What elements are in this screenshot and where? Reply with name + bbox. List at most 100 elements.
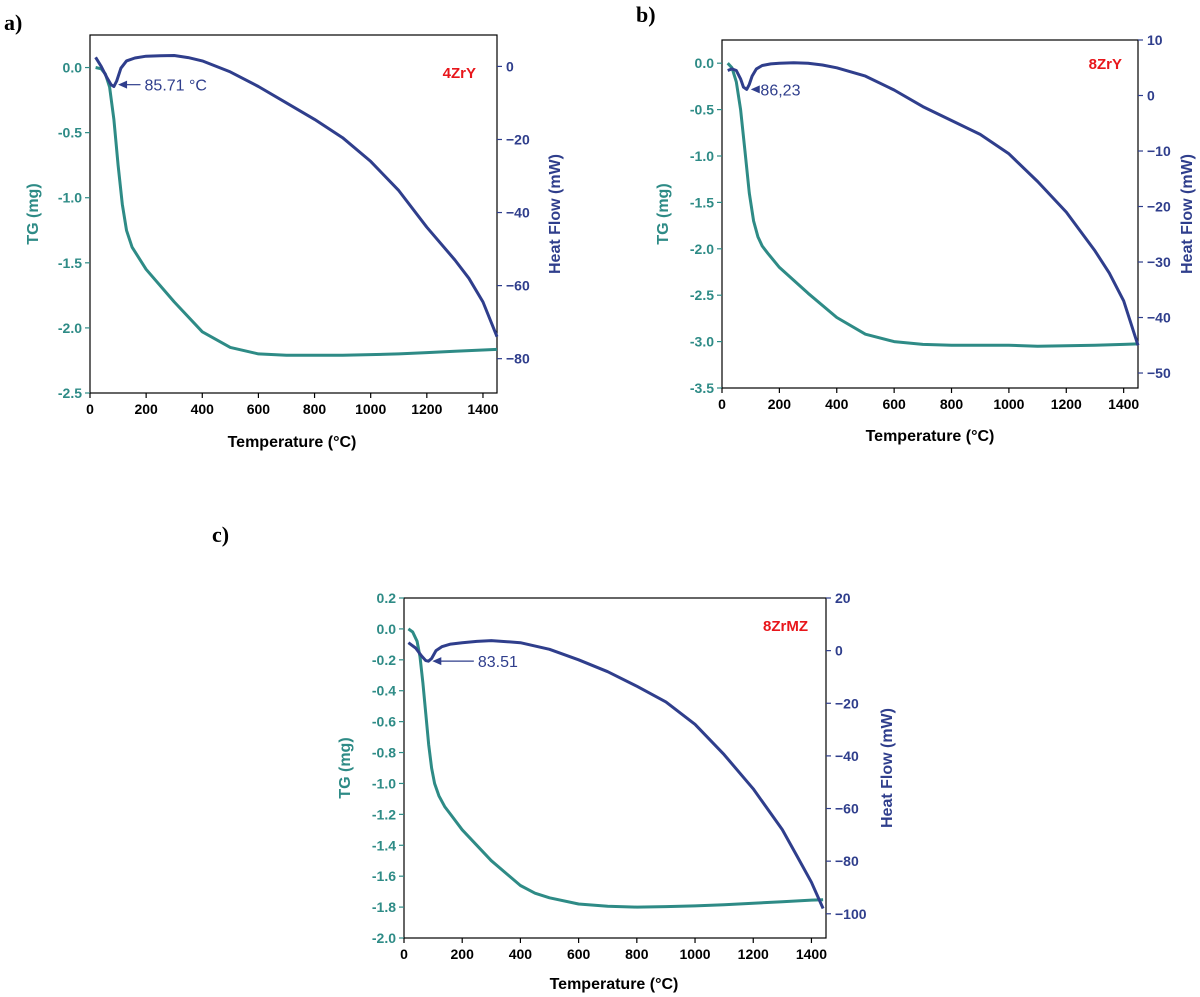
y-left-tick-label-b: 0.0	[695, 55, 715, 71]
x-axis-title-a: Temperature (°C)	[228, 434, 357, 451]
panel-label-b: b)	[636, 2, 656, 27]
sample-label-a: 4ZrY	[443, 65, 476, 82]
annotation-arrowhead-c	[432, 657, 442, 666]
y-right-tick-label-c: −40	[835, 748, 859, 764]
y-left-tick-label-b: -2.5	[690, 287, 714, 303]
y-left-tick-label-c: -1.2	[372, 806, 396, 822]
y-left-tick-label-c: -2.0	[372, 930, 396, 946]
y-left-tick-label-a: -2.0	[58, 320, 82, 336]
heat-flow-curve-c	[407, 639, 825, 910]
y-right-tick-label-b: 0	[1147, 88, 1155, 104]
y-axis-right-title-b: Heat Flow (mW)	[1179, 154, 1196, 274]
x-tick-label-c: 1000	[679, 946, 710, 962]
y-right-tick-label-b: −10	[1147, 143, 1171, 159]
y-right-tick-label-a: −60	[506, 278, 530, 294]
heat-flow-curve-a	[94, 54, 499, 338]
x-tick-label-b: 400	[825, 396, 849, 412]
x-tick-label-c: 200	[451, 946, 475, 962]
y-left-tick-label-c: -0.2	[372, 652, 396, 668]
y-left-tick-label-c: -1.6	[372, 868, 396, 884]
y-left-tick-label-c: -1.4	[372, 837, 396, 853]
y-left-tick-label-c: -0.4	[372, 683, 396, 699]
y-right-tick-label-a: −80	[506, 351, 530, 367]
panel-label-a: a)	[4, 10, 22, 35]
plot-frame-c	[403, 597, 827, 939]
x-tick-label-b: 0	[718, 396, 726, 412]
x-tick-label-a: 200	[134, 401, 158, 417]
y-left-tick-label-b: -0.5	[690, 102, 714, 118]
tg-curve-c	[407, 627, 824, 909]
y-left-tick-label-c: -0.6	[372, 714, 396, 730]
y-left-tick-label-c: -1.0	[372, 775, 396, 791]
annotation-arrowhead-b	[750, 85, 760, 94]
tg-curve-a	[95, 66, 498, 357]
y-left-tick-label-b: -3.0	[690, 334, 714, 350]
x-tick-label-a: 600	[247, 401, 271, 417]
y-axis-left-title-b: TG (mg)	[655, 183, 672, 244]
y-left-tick-label-b: -1.5	[690, 194, 714, 210]
y-left-tick-label-c: 0.2	[377, 590, 397, 606]
peak-annotation-c: 83.51	[478, 654, 518, 671]
x-tick-label-c: 1200	[738, 946, 769, 962]
chart-panel-b: b) 0.0 -0.5 -1.0 -1.5 -2.0 -2.5 -3.0 -3.5 10 0 −1…	[636, 2, 1196, 445]
x-axis-title-c: Temperature (°C)	[550, 976, 679, 993]
y-left-tick-label-b: -1.0	[690, 148, 714, 164]
y-right-tick-label-b: −20	[1147, 199, 1171, 215]
y-right-tick-label-a: −20	[506, 131, 530, 147]
chart-panel-a: a) 0.0 -0.5 -1.0 -1.5 -2.0 -2.5 0 −20 −40 −60 −80…	[4, 10, 564, 451]
x-tick-label-b: 1400	[1108, 396, 1139, 412]
x-tick-label-c: 1400	[796, 946, 827, 962]
plot-frame-a	[89, 34, 498, 394]
y-left-tick-label-c: -1.8	[372, 899, 396, 915]
y-left-tick-label-a: 0.0	[63, 60, 83, 76]
y-left-tick-label-a: -1.5	[58, 255, 82, 271]
y-right-tick-label-c: −80	[835, 853, 859, 869]
heat-flow-curve-b	[727, 61, 1140, 346]
y-left-tick-label-b: -3.5	[690, 380, 714, 396]
sample-label-c: 8ZrMZ	[763, 618, 808, 635]
sample-label-b: 8ZrY	[1089, 56, 1122, 73]
y-axis-right-title-a: Heat Flow (mW)	[547, 154, 564, 274]
x-tick-label-b: 800	[940, 396, 964, 412]
peak-annotation-b: 86,23	[760, 82, 800, 99]
x-tick-label-a: 800	[303, 401, 327, 417]
x-tick-label-a: 0	[86, 401, 94, 417]
x-tick-label-b: 1200	[1051, 396, 1082, 412]
x-tick-label-b: 600	[882, 396, 906, 412]
tg-curve-b	[726, 62, 1139, 348]
y-left-tick-label-a: -0.5	[58, 125, 82, 141]
chart-panel-c: c) 0.2 0.0 -0.2 -0.4 -0.6 -0.8 -1.0 -1.2 -1.4 -1.…	[212, 522, 896, 993]
y-right-tick-label-b: −40	[1147, 310, 1171, 326]
y-right-tick-label-c: −20	[835, 695, 859, 711]
y-right-tick-label-a: 0	[506, 58, 514, 74]
x-tick-label-a: 1200	[411, 401, 442, 417]
peak-annotation-a: 85.71 °C	[145, 78, 207, 95]
plot-frame-b	[721, 39, 1139, 389]
x-tick-label-a: 400	[191, 401, 215, 417]
panel-label-c: c)	[212, 522, 229, 547]
y-right-tick-label-c: −60	[835, 801, 859, 817]
x-axis-title-b: Temperature (°C)	[866, 428, 995, 445]
x-tick-label-c: 400	[509, 946, 533, 962]
y-right-tick-label-b: −30	[1147, 254, 1171, 270]
y-left-tick-label-c: -0.8	[372, 745, 396, 761]
y-right-tick-label-c: 20	[835, 590, 851, 606]
y-right-tick-label-b: 10	[1147, 32, 1163, 48]
x-tick-label-b: 1000	[993, 396, 1024, 412]
x-tick-label-c: 800	[625, 946, 649, 962]
annotation-arrowhead-a	[118, 80, 128, 89]
y-right-tick-label-a: −40	[506, 205, 530, 221]
y-right-tick-label-c: 0	[835, 643, 843, 659]
x-tick-label-c: 600	[567, 946, 591, 962]
y-left-tick-label-b: -2.0	[690, 241, 714, 257]
x-tick-label-a: 1400	[467, 401, 498, 417]
x-tick-label-a: 1000	[355, 401, 386, 417]
y-right-tick-label-b: −50	[1147, 365, 1171, 381]
y-left-tick-label-a: -2.5	[58, 385, 82, 401]
y-axis-right-title-c: Heat Flow (mW)	[879, 708, 896, 828]
y-axis-left-title-c: TG (mg)	[337, 737, 354, 798]
x-tick-label-b: 200	[768, 396, 792, 412]
x-tick-label-c: 0	[400, 946, 408, 962]
y-axis-left-title-a: TG (mg)	[25, 183, 42, 244]
